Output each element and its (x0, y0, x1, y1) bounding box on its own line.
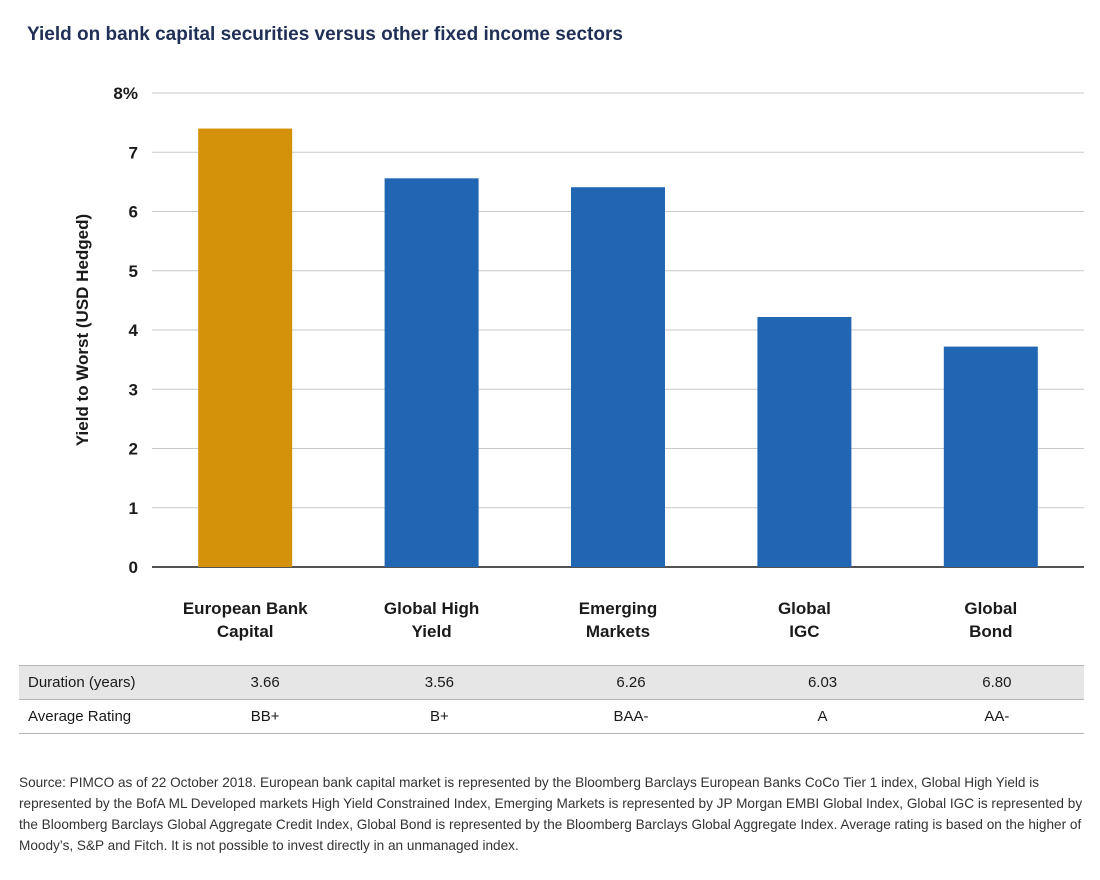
bars (198, 128, 1038, 568)
table-cell: BB+ (178, 699, 353, 734)
y-tick-label: 6 (129, 203, 138, 222)
bar (943, 346, 1038, 567)
table-cell: 6.03 (735, 665, 910, 700)
table-row: Average Rating BB+ B+ BAA- A AA- (19, 699, 1084, 734)
table-cell: A (735, 699, 910, 734)
row-label: Average Rating (19, 699, 178, 734)
bar (384, 178, 479, 567)
y-tick-label: 7 (129, 143, 138, 162)
x-category-label: Global Bond (964, 599, 1017, 641)
table-cell: AA- (909, 699, 1084, 734)
table-cell: 3.66 (178, 665, 353, 700)
x-category-label: Emerging Markets (579, 599, 657, 641)
y-tick-label: 5 (129, 262, 138, 281)
table-row: Duration (years) 3.66 3.56 6.26 6.03 6.80 (19, 665, 1084, 700)
bar (757, 316, 852, 567)
x-category-label: Global High Yield (384, 599, 479, 641)
table-cell: 6.80 (909, 665, 1084, 700)
y-axis-ticks: 0 1 2 3 4 5 6 7 8% (113, 84, 138, 577)
x-axis-categories: European Bank Capital Global High Yield Emer… (183, 599, 1017, 641)
table-cell: B+ (352, 699, 527, 734)
bar (571, 187, 665, 567)
bar (198, 128, 293, 568)
x-category-label: Global IGC (778, 599, 831, 641)
y-axis-label: Yield to Worst (USD Hedged) (73, 214, 92, 446)
bar-chart: 0 1 2 3 4 5 6 7 8% European Bank Capital Global Hi… (73, 84, 1084, 641)
y-tick-label: 4 (129, 321, 139, 340)
y-tick-label: 8% (113, 84, 138, 103)
table-cell: 3.56 (352, 665, 527, 700)
y-tick-label: 3 (129, 380, 138, 399)
table-cell: BAA- (526, 699, 736, 734)
y-tick-label: 0 (129, 558, 138, 577)
stats-table: Duration (years) 3.66 3.56 6.26 6.03 6.80 Aver… (19, 665, 1084, 734)
table-cell: 6.26 (526, 665, 736, 700)
row-label: Duration (years) (19, 665, 178, 700)
source-note: Source: PIMCO as of 22 October 2018. Eur… (19, 775, 1083, 853)
x-category-label: European Bank Capital (183, 599, 308, 641)
y-tick-label: 2 (129, 440, 138, 459)
y-tick-label: 1 (129, 499, 138, 518)
chart-title: Yield on bank capital securities versus … (27, 24, 623, 45)
